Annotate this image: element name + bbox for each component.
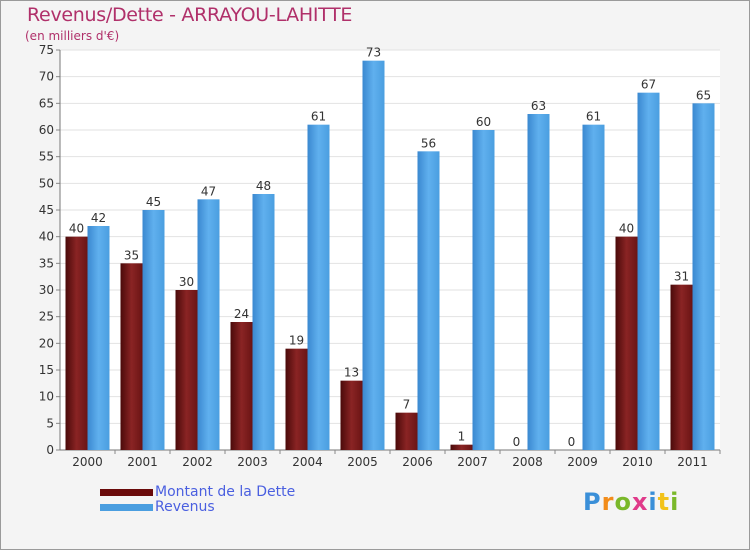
data-label-debt: 1 <box>458 430 466 444</box>
data-label-debt: 40 <box>619 222 634 236</box>
bar-debt <box>670 284 693 450</box>
data-label-revenue: 47 <box>201 184 216 198</box>
x-tick-label: 2004 <box>292 455 323 469</box>
bar-revenue <box>307 124 330 451</box>
y-tick-label: 10 <box>39 390 54 404</box>
data-label-debt: 30 <box>179 275 194 289</box>
y-tick-label: 40 <box>39 230 54 244</box>
x-tick-label: 2005 <box>347 455 378 469</box>
x-tick-label: 2009 <box>567 455 598 469</box>
data-label-revenue: 61 <box>586 110 601 124</box>
chart-subtitle: (en milliers d'€) <box>25 29 120 43</box>
y-tick-label: 15 <box>39 363 54 377</box>
logo-letter: x <box>631 488 649 516</box>
chart-title: Revenus/Dette - ARRAYOU-LAHITTE <box>27 4 353 26</box>
bar-revenue <box>362 60 385 451</box>
bar-revenue <box>142 210 165 450</box>
data-label-revenue: 60 <box>476 115 491 129</box>
bar-debt <box>450 444 473 450</box>
legend-swatch-debt <box>100 489 153 496</box>
y-tick-label: 45 <box>39 203 54 217</box>
legend-swatch-revenue <box>100 504 153 511</box>
y-tick-label: 75 <box>39 43 54 57</box>
legend-label-debt: Montant de la Dette <box>155 484 296 500</box>
x-tick-label: 2000 <box>72 455 103 469</box>
data-label-debt: 31 <box>674 270 689 284</box>
data-label-debt: 19 <box>289 334 304 348</box>
bar-revenue <box>87 226 110 450</box>
data-label-revenue: 63 <box>531 99 546 113</box>
bar-debt <box>395 412 418 450</box>
x-tick-label: 2006 <box>402 455 433 469</box>
y-tick-label: 60 <box>39 123 54 137</box>
logo-letter: o <box>614 488 632 516</box>
bar-debt <box>615 236 638 450</box>
bar-debt <box>175 290 198 450</box>
bar-debt <box>230 322 253 450</box>
data-label-debt: 13 <box>344 366 359 380</box>
logo-letter: i <box>670 488 680 516</box>
y-tick-label: 0 <box>46 443 54 457</box>
data-label-revenue: 65 <box>696 88 711 102</box>
data-label-revenue: 42 <box>91 211 106 225</box>
bar-revenue <box>417 151 440 451</box>
y-tick-label: 50 <box>39 176 54 190</box>
logo-letter: P <box>583 488 602 516</box>
data-label-revenue: 61 <box>311 110 326 124</box>
data-label-revenue: 45 <box>146 195 161 209</box>
logo-letter: i <box>648 488 658 516</box>
y-tick-label: 5 <box>46 416 54 430</box>
bar-revenue <box>582 124 605 451</box>
logo-letter: t <box>657 488 671 516</box>
bar-revenue <box>637 92 660 451</box>
bar-debt <box>340 380 363 450</box>
y-tick-label: 25 <box>39 310 54 324</box>
x-tick-label: 2007 <box>457 455 488 469</box>
data-label-revenue: 56 <box>421 136 436 150</box>
x-tick-label: 2010 <box>622 455 653 469</box>
legend-label-revenue: Revenus <box>155 499 215 515</box>
data-label-debt: 0 <box>513 435 521 449</box>
y-tick-label: 65 <box>39 96 54 110</box>
data-label-revenue: 48 <box>256 179 271 193</box>
y-tick-label: 55 <box>39 150 54 164</box>
bar-revenue <box>692 103 715 450</box>
bar-revenue <box>252 194 275 450</box>
y-tick-label: 30 <box>39 283 54 297</box>
bar-revenue <box>527 114 550 450</box>
y-tick-label: 35 <box>39 256 54 270</box>
x-tick-label: 2003 <box>237 455 268 469</box>
data-label-debt: 7 <box>403 398 411 412</box>
data-label-revenue: 73 <box>366 46 381 60</box>
bar-debt <box>120 263 143 450</box>
bar-debt <box>285 348 308 450</box>
y-tick-label: 70 <box>39 70 54 84</box>
data-label-debt: 40 <box>69 222 84 236</box>
data-label-debt: 35 <box>124 248 139 262</box>
bar-debt <box>65 236 88 450</box>
bar-revenue <box>472 130 495 450</box>
plot-area <box>60 50 720 450</box>
x-tick-label: 2002 <box>182 455 213 469</box>
bar-revenue <box>197 199 220 450</box>
proxiti-logo: Proxiti <box>583 488 679 516</box>
x-tick-label: 2011 <box>677 455 708 469</box>
x-tick-label: 2001 <box>127 455 158 469</box>
data-label-revenue: 67 <box>641 78 656 92</box>
x-tick-label: 2008 <box>512 455 543 469</box>
y-tick-label: 20 <box>39 336 54 350</box>
data-label-debt: 24 <box>234 307 249 321</box>
logo-letter: r <box>601 488 615 516</box>
data-label-debt: 0 <box>568 435 576 449</box>
